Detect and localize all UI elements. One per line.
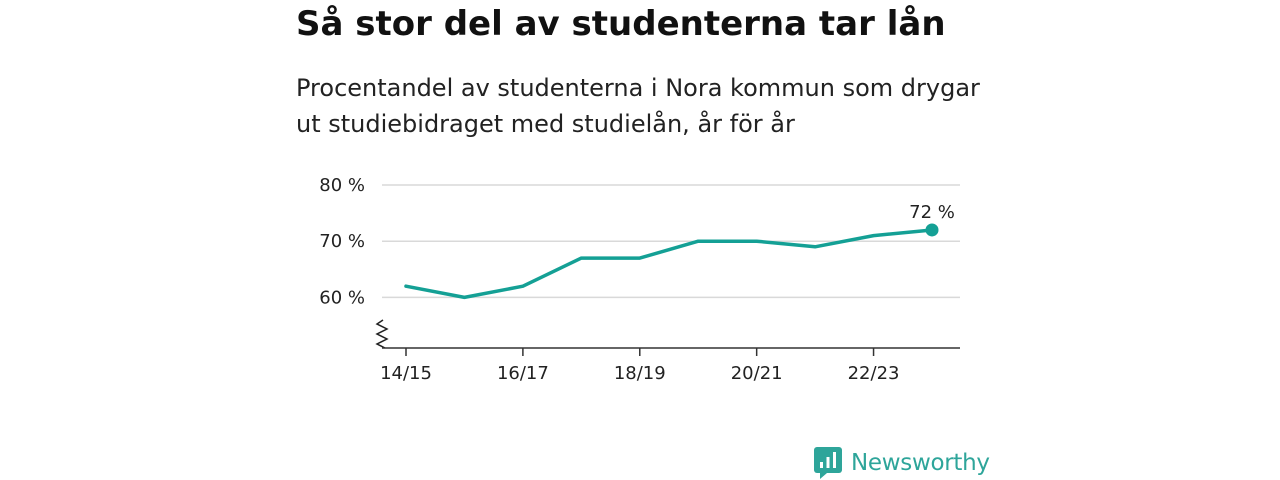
chart-title: Så stor del av studenterna tar lån (296, 4, 946, 44)
axis-break-zigzag (375, 319, 389, 349)
series-layer: 72 % (404, 202, 955, 300)
x-tick-label: 20/21 (731, 363, 783, 384)
logo-text: Newsworthy (851, 450, 990, 476)
series-line (404, 228, 934, 300)
chart-subtitle: Procentandel av studenterna i Nora kommu… (296, 70, 996, 142)
y-axis-break-icon (375, 319, 389, 349)
y-tick-label: 80 % (319, 175, 365, 196)
x-tick-label: 18/19 (614, 363, 666, 384)
newsworthy-logo-icon (814, 447, 842, 479)
y-axis-ticks: 60 % 70 % 80 % (319, 175, 365, 308)
y-tick-label: 70 % (319, 231, 365, 252)
y-tick-label: 60 % (319, 287, 365, 308)
gridlines (382, 184, 960, 299)
x-tick-label: 16/17 (497, 363, 549, 384)
x-axis: 14/15 16/17 18/19 20/21 22/23 (380, 347, 960, 384)
x-tick-label: 22/23 (848, 363, 900, 384)
last-point-marker (925, 223, 939, 237)
x-tick-label: 14/15 (380, 363, 432, 384)
newsworthy-logo: Newsworthy (814, 446, 990, 480)
last-value-label: 72 % (909, 202, 955, 223)
subtitle-line-1: Procentandel av studenterna i Nora kommu… (296, 74, 980, 102)
subtitle-line-2: ut studiebidraget med studielån, år för … (296, 110, 795, 138)
